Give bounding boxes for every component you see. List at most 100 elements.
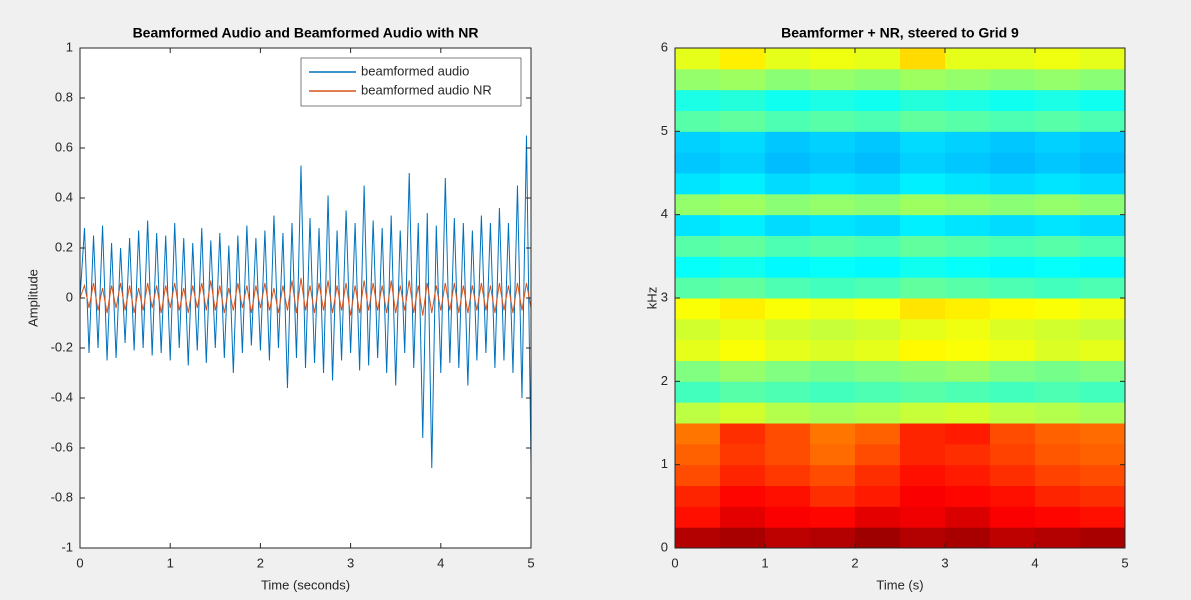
heat-cell <box>1080 214 1126 236</box>
heat-cell <box>1035 402 1081 424</box>
x-tick-label: 2 <box>257 555 264 570</box>
heat-cell <box>855 235 901 257</box>
heat-cell <box>1035 339 1081 361</box>
x-axis-label: Time (s) <box>876 577 923 592</box>
heat-cell <box>855 68 901 91</box>
heat-cell <box>1080 235 1126 257</box>
heat-cell <box>900 506 946 528</box>
heat-cell <box>720 464 766 486</box>
heat-cell <box>810 318 856 341</box>
heat-cell <box>810 360 856 382</box>
heat-cell <box>1080 402 1126 424</box>
y-tick-label: 0.2 <box>55 239 73 254</box>
heat-cell <box>855 360 901 382</box>
heat-cell <box>945 443 991 466</box>
heat-cell <box>900 235 946 257</box>
heat-cell <box>810 402 856 424</box>
heat-cell <box>765 360 811 382</box>
heat-cell <box>675 423 721 445</box>
heat-cell <box>720 381 766 403</box>
heat-cell <box>990 48 1036 70</box>
heat-cell <box>720 214 766 236</box>
heat-cell <box>990 214 1036 236</box>
heat-cell <box>720 110 766 132</box>
heat-cell <box>810 68 856 91</box>
heat-cell <box>990 506 1036 528</box>
heat-cell <box>1035 110 1081 132</box>
heat-cell <box>855 89 901 111</box>
heat-cell <box>900 527 946 549</box>
heat-cell <box>675 339 721 361</box>
y-tick-label: 1 <box>661 456 668 471</box>
heat-cell <box>720 423 766 445</box>
heat-cell <box>765 214 811 236</box>
heat-cell <box>810 443 856 466</box>
heat-cell <box>1035 89 1081 111</box>
heat-cell <box>900 214 946 236</box>
heat-cell <box>1035 193 1081 216</box>
heat-cell <box>855 402 901 424</box>
heat-cell <box>810 277 856 299</box>
y-tick-label: 0.4 <box>55 189 73 204</box>
heat-cell <box>855 256 901 278</box>
heat-cell <box>900 277 946 299</box>
heat-cell <box>675 298 721 320</box>
heat-cell <box>945 48 991 70</box>
heat-cell <box>945 339 991 361</box>
heat-cell <box>810 110 856 132</box>
heat-cell <box>675 110 721 132</box>
heat-cell <box>900 48 946 70</box>
heat-cell <box>945 110 991 132</box>
heat-cell <box>1035 443 1081 466</box>
heat-cell <box>720 173 766 195</box>
heat-cell <box>945 193 991 216</box>
heat-cell <box>945 506 991 528</box>
heat-cell <box>990 193 1036 216</box>
heat-cell <box>945 298 991 320</box>
line-series <box>79 277 532 316</box>
heat-cell <box>1035 527 1081 549</box>
heat-cell <box>945 464 991 486</box>
heat-cell <box>900 443 946 466</box>
heat-cell <box>765 89 811 111</box>
y-tick-label: 0 <box>66 289 73 304</box>
heat-cell <box>810 423 856 445</box>
y-tick-label: 0.8 <box>55 89 73 104</box>
heat-cell <box>900 89 946 111</box>
heat-cell <box>720 235 766 257</box>
x-tick-label: 5 <box>527 555 534 570</box>
heat-cell <box>1035 381 1081 403</box>
heat-cell <box>675 402 721 424</box>
heat-cell <box>675 214 721 236</box>
heat-cell <box>990 89 1036 111</box>
chart-title: Beamformed Audio and Beamformed Audio wi… <box>133 25 479 41</box>
heat-cell <box>945 402 991 424</box>
heat-cell <box>720 318 766 341</box>
heat-cell <box>855 464 901 486</box>
line-series <box>79 135 532 469</box>
chart-title: Beamformer + NR, steered to Grid 9 <box>781 25 1019 41</box>
heat-cell <box>1080 464 1126 486</box>
heat-cell <box>945 256 991 278</box>
heat-cell <box>990 339 1036 361</box>
heat-cell <box>945 173 991 195</box>
heat-cell <box>990 423 1036 445</box>
heat-cell <box>765 152 811 174</box>
heat-cell <box>1035 235 1081 257</box>
x-axis-label: Time (seconds) <box>261 577 350 592</box>
heat-cell <box>1080 298 1126 320</box>
heat-cell <box>945 277 991 299</box>
heat-cell <box>990 235 1036 257</box>
heat-cell <box>900 485 946 507</box>
y-tick-label: 3 <box>661 289 668 304</box>
heat-cell <box>855 173 901 195</box>
heat-cell <box>990 527 1036 549</box>
heat-cell <box>1035 298 1081 320</box>
heat-cell <box>1080 381 1126 403</box>
heat-cell <box>990 318 1036 341</box>
heat-cell <box>990 360 1036 382</box>
heat-cell <box>765 464 811 486</box>
y-axis-label: kHz <box>644 287 659 309</box>
heat-cell <box>1080 89 1126 111</box>
heat-cell <box>1035 131 1081 153</box>
